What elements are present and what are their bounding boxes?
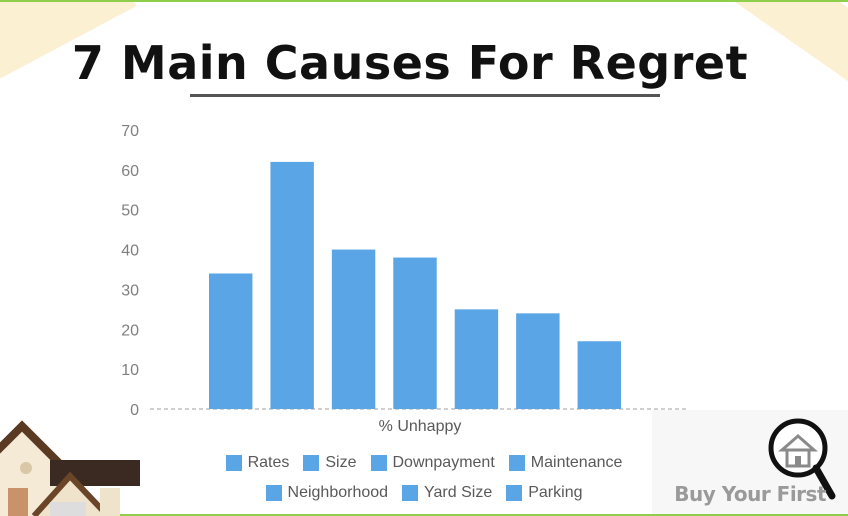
legend-item: Rates — [225, 454, 290, 472]
legend-item: Size — [303, 454, 357, 472]
bar-maintenance — [393, 257, 437, 409]
legend-label: Neighborhood — [287, 484, 389, 501]
bar-parking — [577, 341, 621, 409]
legend-label: Downpayment — [392, 454, 495, 471]
y-tick-label: 0 — [130, 402, 139, 419]
legend-item: Yard Size — [402, 484, 492, 502]
y-tick-label: 60 — [121, 163, 139, 180]
house-illustration — [0, 420, 140, 516]
bottom-accent-line — [0, 514, 848, 516]
legend-item: Downpayment — [370, 454, 495, 472]
x-axis-label: % Unhappy — [378, 418, 462, 435]
y-tick-label: 50 — [121, 203, 139, 220]
y-tick-label: 70 — [121, 123, 139, 140]
legend-item: Maintenance — [508, 454, 623, 472]
legend-label: Size — [325, 454, 357, 471]
legend-swatch — [402, 485, 419, 501]
legend-label: Yard Size — [424, 484, 493, 501]
brand-name: Buy Your First — [674, 482, 826, 506]
top-accent-line — [0, 0, 848, 2]
y-tick-label: 40 — [121, 243, 139, 260]
legend-label: Rates — [247, 454, 290, 471]
legend-item: Neighborhood — [265, 484, 389, 502]
legend-swatch — [508, 455, 525, 471]
title-underline — [190, 94, 660, 97]
bar-downpayment — [331, 249, 376, 409]
legend-row-2: Neighborhood Yard Size Parking — [0, 484, 848, 502]
y-tick-label: 30 — [121, 282, 139, 299]
house-magnifier-icon — [768, 418, 836, 500]
legend-swatch — [265, 485, 282, 501]
legend-swatch — [506, 485, 523, 501]
y-tick-label: 20 — [121, 322, 139, 339]
legend-label: Parking — [528, 484, 583, 501]
bar-yard-size — [516, 313, 560, 409]
page-title: 7 Main Causes For Regret — [71, 36, 749, 90]
legend-swatch — [303, 455, 320, 471]
legend-swatch — [225, 455, 242, 471]
bar-rates — [209, 273, 253, 409]
y-tick-label: 10 — [121, 362, 139, 379]
legend-item: Parking — [506, 484, 582, 502]
legend-row-1: Rates Size Downpayment Maintenance — [0, 454, 848, 472]
bar-neighborhood — [454, 309, 499, 409]
bar-size — [270, 161, 314, 409]
legend-swatch — [370, 455, 387, 471]
legend-label: Maintenance — [530, 454, 623, 471]
